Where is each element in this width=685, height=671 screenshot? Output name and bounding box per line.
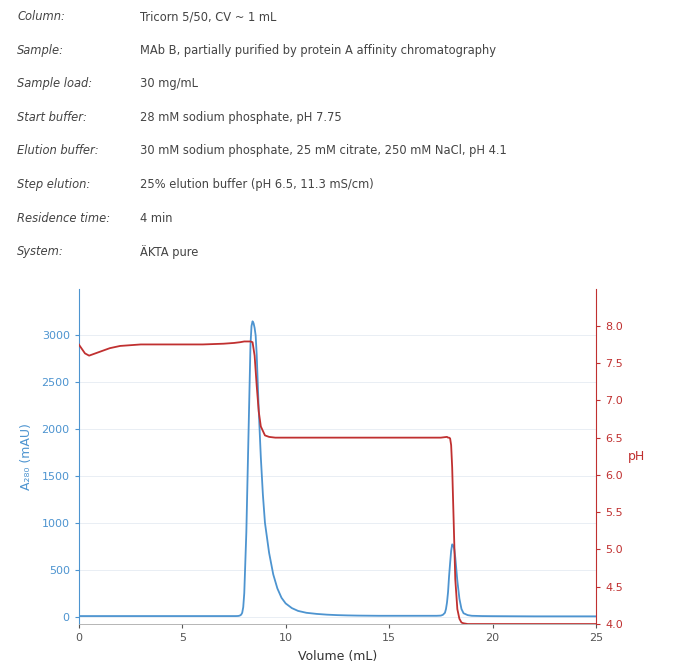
Text: ÄKTA pure: ÄKTA pure (140, 245, 199, 258)
Text: 4 min: 4 min (140, 211, 173, 225)
Text: Step elution:: Step elution: (17, 178, 90, 191)
Text: 28 mM sodium phosphate, pH 7.75: 28 mM sodium phosphate, pH 7.75 (140, 111, 342, 124)
Text: Residence time:: Residence time: (17, 211, 110, 225)
Text: Start buffer:: Start buffer: (17, 111, 87, 124)
Text: Tricorn 5/50, CV ~ 1 mL: Tricorn 5/50, CV ~ 1 mL (140, 10, 277, 23)
Text: 30 mg/mL: 30 mg/mL (140, 77, 199, 91)
Text: Sample:: Sample: (17, 44, 64, 57)
Y-axis label: A₂₈₀ (mAU): A₂₈₀ (mAU) (21, 423, 34, 490)
X-axis label: Volume (mL): Volume (mL) (298, 650, 377, 663)
Y-axis label: pH: pH (628, 450, 645, 463)
Text: 30 mM sodium phosphate, 25 mM citrate, 250 mM NaCl, pH 4.1: 30 mM sodium phosphate, 25 mM citrate, 2… (140, 144, 507, 158)
Text: Column:: Column: (17, 10, 65, 23)
Text: Elution buffer:: Elution buffer: (17, 144, 99, 158)
Text: Sample load:: Sample load: (17, 77, 92, 91)
Text: MAb B, partially purified by protein A affinity chromatography: MAb B, partially purified by protein A a… (140, 44, 497, 57)
Text: 25% elution buffer (pH 6.5, 11.3 mS/cm): 25% elution buffer (pH 6.5, 11.3 mS/cm) (140, 178, 374, 191)
Text: System:: System: (17, 245, 64, 258)
